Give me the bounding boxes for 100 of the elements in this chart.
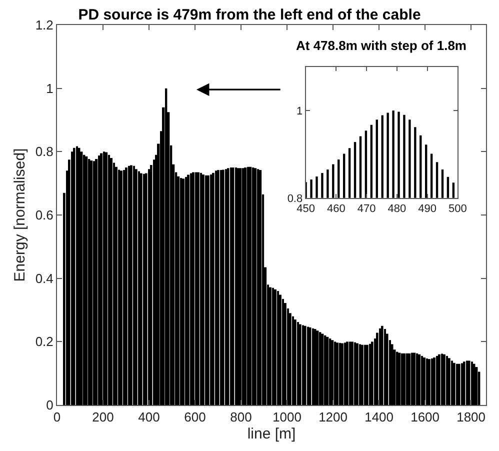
y-tick-label: 0.4	[35, 270, 54, 286]
bar	[475, 367, 478, 405]
bar	[100, 153, 103, 405]
bar	[272, 288, 274, 405]
bar	[366, 344, 368, 405]
bar	[195, 172, 197, 405]
bar	[418, 354, 421, 405]
x-tick-label: 800	[230, 410, 252, 425]
y-tick-label: 1	[296, 105, 303, 118]
bar	[252, 168, 254, 405]
bar	[292, 316, 294, 405]
bar	[371, 342, 374, 405]
bar	[321, 334, 324, 405]
bar	[90, 160, 93, 405]
bar	[421, 356, 424, 405]
bar	[222, 170, 224, 405]
bar	[165, 88, 168, 405]
bar	[244, 168, 247, 405]
bar	[299, 324, 302, 405]
bar	[401, 353, 404, 405]
x-tick-label: 1400	[364, 410, 394, 425]
bar	[451, 360, 453, 405]
bar	[466, 360, 468, 405]
bar	[376, 332, 378, 405]
bar	[307, 326, 309, 405]
bar	[242, 168, 244, 405]
bar	[294, 320, 296, 405]
bar	[205, 175, 207, 405]
bar	[436, 356, 438, 405]
bar	[359, 344, 361, 405]
x-tick-label: 200	[92, 410, 114, 425]
bar	[257, 169, 260, 405]
bar	[334, 342, 336, 405]
bar	[446, 356, 448, 405]
bar	[232, 168, 234, 405]
bar	[316, 330, 319, 405]
x-axis-title: line [m]	[247, 426, 296, 443]
bar	[297, 322, 299, 405]
bar	[279, 294, 282, 405]
bar	[411, 352, 414, 405]
bar	[115, 166, 118, 405]
bar	[364, 344, 366, 405]
bar	[143, 174, 145, 405]
bar	[207, 175, 210, 405]
bar	[351, 342, 354, 405]
bar	[331, 340, 334, 405]
bar	[433, 358, 436, 405]
bar	[95, 158, 98, 405]
bar	[80, 152, 83, 405]
bar	[336, 342, 339, 405]
bar	[384, 329, 386, 405]
bar	[379, 328, 381, 405]
bar	[361, 344, 364, 405]
bar	[408, 353, 411, 405]
bar	[140, 173, 142, 405]
bar	[177, 176, 180, 405]
x-tick-label: 1200	[318, 410, 348, 425]
x-tick-label: 1600	[410, 410, 440, 425]
bar	[125, 168, 128, 405]
bar	[227, 168, 230, 405]
x-tick-label: 480	[388, 203, 406, 216]
bar	[182, 178, 185, 405]
bar	[319, 332, 322, 405]
bar	[413, 352, 416, 405]
bar	[148, 169, 150, 405]
x-tick-label: 470	[357, 203, 376, 216]
bar	[396, 352, 398, 405]
bar	[187, 174, 190, 405]
bar	[416, 353, 418, 405]
bar	[441, 354, 443, 405]
bar	[197, 172, 200, 405]
bar	[108, 154, 110, 405]
bar	[356, 343, 358, 405]
bar	[269, 287, 272, 405]
bar	[326, 336, 329, 405]
bar	[448, 358, 450, 405]
bar	[398, 352, 401, 405]
y-tick-label: 1	[46, 80, 54, 96]
bar	[277, 291, 279, 405]
bar	[130, 165, 132, 405]
bar	[83, 154, 86, 405]
chart-title: At 478.8m with step of 1.8m	[296, 38, 466, 53]
bar	[217, 170, 220, 405]
bar	[230, 168, 232, 405]
x-tick-label: 600	[184, 410, 206, 425]
bar	[428, 359, 431, 405]
bar	[88, 158, 90, 405]
bar	[215, 170, 217, 405]
bar	[426, 358, 428, 405]
y-tick-label: 0	[46, 398, 54, 413]
bar	[210, 174, 212, 405]
x-tick-label: 1000	[272, 410, 302, 425]
bar	[192, 172, 195, 405]
bar	[406, 353, 408, 405]
bar	[341, 343, 344, 405]
bar	[185, 177, 188, 405]
bar	[458, 364, 460, 405]
bar	[98, 155, 100, 405]
bar	[349, 342, 352, 405]
bar	[103, 152, 106, 405]
